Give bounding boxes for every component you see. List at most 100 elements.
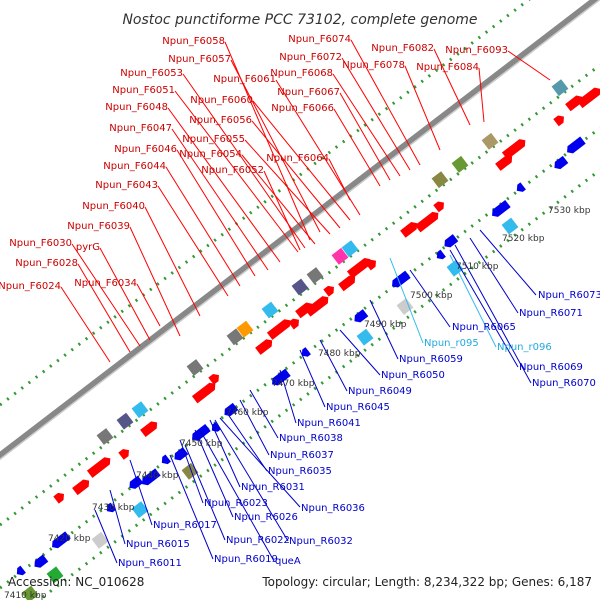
genome-info-text: Topology: circular; Length: 8,234,322 bp…	[261, 575, 592, 589]
gene-label: Npun_F6078	[342, 60, 405, 71]
leader-line	[136, 283, 161, 327]
leader-line	[369, 299, 399, 360]
forward-gene-labels: Npun_F6058 Npun_F6057 Npun_F6053 Npun_F6…	[0, 34, 508, 292]
accession-text: Accession: NC_010628	[8, 575, 144, 589]
gene-label: Npun_R6041	[297, 418, 361, 429]
tick-label: 7500 kbp	[410, 291, 453, 301]
leader-line	[199, 429, 275, 562]
gene-label: Npun_F6043	[95, 180, 158, 191]
forward-gene	[208, 373, 219, 385]
gene-label: Npun_F6067	[277, 87, 340, 98]
gene-box	[261, 301, 279, 319]
tick-label: 7510 kbp	[456, 262, 499, 272]
gene-label: Npun_R6015	[126, 539, 190, 550]
forward-gene	[288, 318, 299, 330]
gene-label: Npun_F6055	[182, 134, 245, 145]
leader-line	[167, 107, 281, 263]
gene-label: Npun_R6038	[279, 433, 343, 444]
tick-label: 7450 kbp	[180, 439, 223, 449]
outermost-dotted-ring	[0, 0, 531, 407]
gene-label: Npun_F6056	[189, 115, 252, 126]
forward-gene	[255, 339, 273, 355]
label-leader-lines	[60, 39, 551, 564]
reverse-gene-labels: Npun_R6073 Npun_R6071 Npun_R6065 Npun_R6…	[118, 290, 600, 569]
gene-label: Npun_R6059	[399, 354, 463, 365]
gene-label: Npun_R6070	[532, 378, 596, 389]
tick-label: 7440 kbp	[136, 471, 179, 481]
leader-line	[341, 57, 411, 171]
leader-line	[339, 329, 381, 376]
gene-label: Npun_F6048	[105, 102, 168, 113]
forward-gene	[118, 448, 129, 460]
tick-labels: 7410 kbp 7420 kbp 7430 kbp 7440 kbp 7450…	[4, 206, 591, 600]
leader-line	[194, 429, 234, 518]
gene-label: Npun_F6039	[67, 221, 130, 232]
gene-label: Npun_R6071	[519, 308, 583, 319]
leader-line	[109, 489, 126, 545]
forward-gene	[304, 296, 329, 317]
leader-line	[60, 286, 111, 363]
forward-gene	[400, 222, 418, 238]
leader-line	[279, 369, 297, 424]
gene-box	[46, 566, 64, 584]
forward-gene	[295, 302, 313, 319]
gene-label: Npun_R6019	[214, 554, 278, 565]
reverse-gene	[52, 531, 71, 549]
leader-line	[99, 247, 151, 341]
forward-gene	[576, 87, 600, 109]
gene-label: Npun_F6044	[103, 161, 166, 172]
leader-line	[252, 100, 351, 221]
gene-label: Npun_F6051	[112, 85, 175, 96]
leader-line	[449, 254, 497, 348]
leader-line	[157, 185, 229, 297]
leader-line	[224, 409, 268, 472]
leader-line	[350, 39, 421, 166]
leader-line	[449, 249, 519, 368]
gene-box	[481, 132, 499, 150]
leader-line	[179, 439, 204, 504]
gene-box	[21, 585, 39, 600]
gene-label: Npun_r096	[497, 342, 552, 353]
gene-label: Npun_F6093	[445, 45, 508, 56]
gene-label: Npun_R6035	[268, 466, 332, 477]
tick-label: 7470 kbp	[272, 379, 315, 389]
gene-label: Npun_R6073	[538, 290, 600, 301]
forward-gene	[346, 257, 371, 279]
innermost-dotted-ring	[36, 168, 600, 600]
leader-line	[174, 90, 299, 253]
tick-label: 7490 kbp	[364, 320, 407, 330]
reverse-gene	[567, 136, 586, 154]
leader-line	[214, 419, 289, 542]
gene-box	[331, 247, 349, 265]
gene-box	[431, 171, 449, 189]
inner-dotted-ring	[0, 126, 600, 590]
gene-label: Npun_F6058	[162, 36, 225, 47]
gene-label: Npun_R6069	[519, 362, 583, 373]
gene-label: Npun_R6031	[241, 482, 305, 493]
leader-line	[507, 50, 551, 81]
gene-label: Npun_F6052	[201, 165, 264, 176]
gene-label: Npun_R6026	[234, 512, 298, 523]
reverse-gene	[106, 502, 116, 513]
gene-label: Npun_F6054	[179, 149, 242, 160]
leader-line	[244, 139, 331, 235]
gene-box	[501, 217, 519, 235]
gene-label: Npun_F6074	[288, 34, 351, 45]
tick-label: 7430 kbp	[92, 503, 135, 513]
forward-gene	[72, 479, 90, 496]
gene-label: Npun_F6057	[168, 54, 231, 65]
forward-gene	[86, 457, 111, 478]
gene-label: Npun_F6068	[270, 68, 333, 79]
reverse-gene	[34, 554, 49, 568]
map-title: Nostoc punctiforme PCC 73102, complete g…	[122, 12, 477, 28]
reverse-gene	[161, 454, 171, 465]
reverse-gene	[436, 249, 446, 260]
gene-label: Npun_F6084	[416, 62, 479, 73]
reverse-gene	[554, 155, 569, 170]
leader-line	[219, 417, 301, 508]
gene-label: Npun_R6022	[226, 535, 290, 546]
gene-label: Npun_R6023	[204, 498, 268, 509]
reverse-gene	[516, 182, 526, 192]
gene-label: Npun_R6036	[301, 503, 365, 514]
gene-label: Npun_F6082	[371, 43, 434, 54]
